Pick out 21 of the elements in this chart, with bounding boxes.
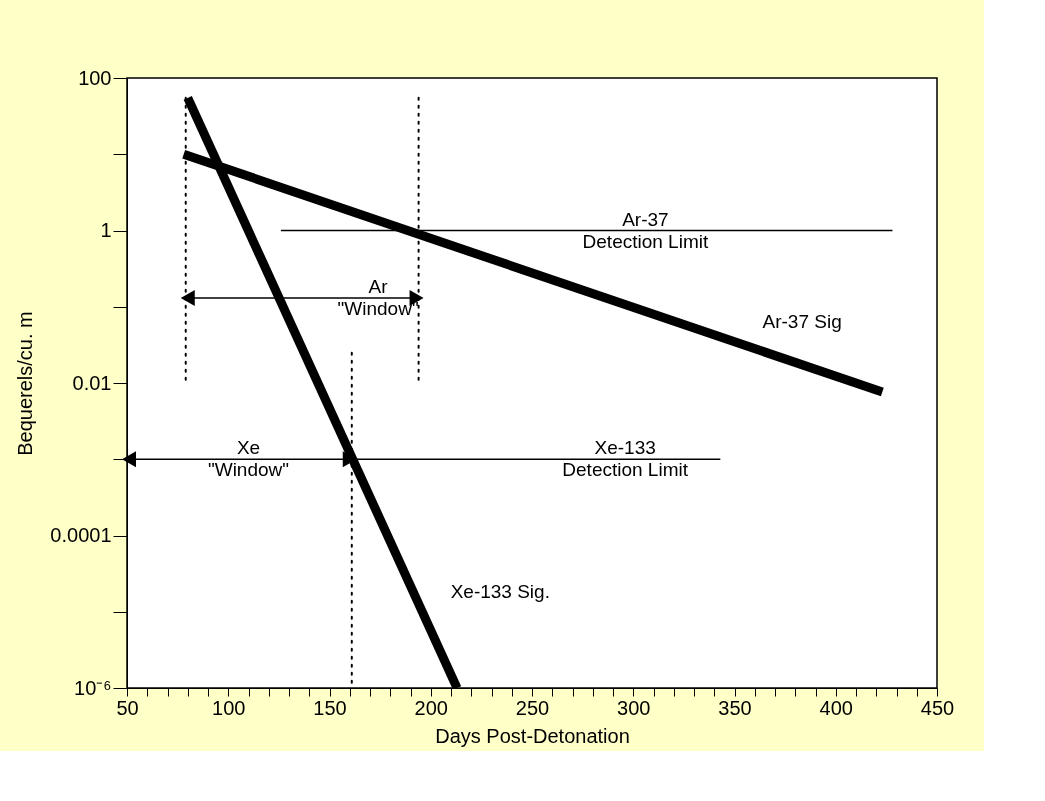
annotation: Xe "Window" — [207, 437, 290, 481]
x-tick-label: 200 — [414, 696, 448, 719]
x-tick-label: 400 — [819, 696, 853, 719]
x-tick-label: 450 — [920, 696, 955, 719]
x-tick-label: 350 — [718, 696, 752, 719]
x-tick-label: 150 — [313, 696, 347, 719]
y-tick-label: 0.0001 — [50, 524, 112, 546]
x-tick-label: 100 — [212, 696, 246, 719]
x-axis-title: Days Post-Detonation — [435, 724, 630, 747]
y-tick-label: 0.01 — [72, 371, 112, 394]
annotation: Ar-37 Sig — [762, 310, 842, 332]
annotation: Xe-133 Sig. — [450, 580, 550, 602]
annotation: Ar-37 Detection Limit — [582, 208, 709, 252]
y-axis-title: Bequerels/cu. m — [14, 311, 37, 456]
x-tick-label: 300 — [617, 696, 651, 719]
y-tick-label: 100 — [78, 66, 112, 89]
y-tick-label: 1 — [100, 219, 112, 241]
x-tick-label: 50 — [116, 696, 139, 719]
annotation: Xe-133 Detection Limit — [562, 437, 689, 481]
y-tick-label: 10⁻⁶ — [74, 676, 112, 699]
x-tick-label: 250 — [515, 696, 550, 719]
